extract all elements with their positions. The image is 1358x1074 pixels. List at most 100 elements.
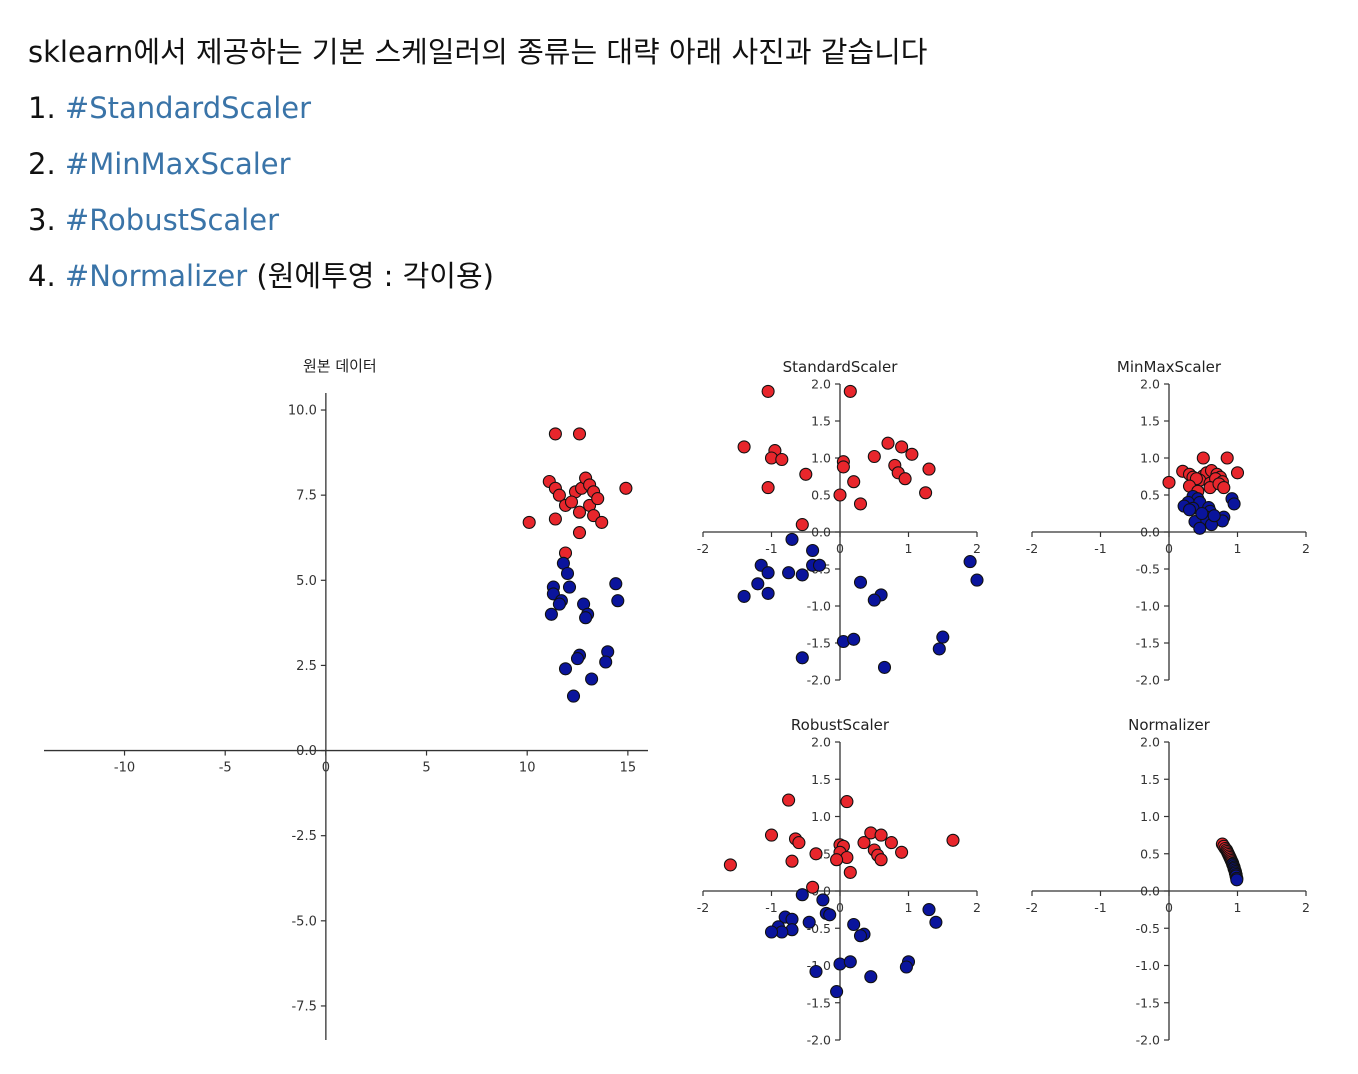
data-point-class-b bbox=[1230, 873, 1244, 887]
data-point-class-b bbox=[751, 577, 765, 591]
y-tick-label: 0.5 bbox=[1140, 846, 1160, 861]
data-point-class-a bbox=[884, 836, 898, 850]
panel-title: 원본 데이터 bbox=[303, 357, 377, 375]
y-tick-label: -1.0 bbox=[1136, 599, 1160, 614]
y-tick-label: -0.5 bbox=[1136, 921, 1160, 936]
data-point-class-b bbox=[609, 577, 623, 591]
data-point-class-a bbox=[895, 440, 909, 454]
y-tick-label: 1.0 bbox=[1140, 451, 1160, 466]
y-tick-label: 1.0 bbox=[1140, 809, 1160, 824]
list-note: (원에투영 : 각이용) bbox=[247, 259, 494, 293]
data-point-class-a bbox=[591, 492, 605, 506]
x-tick-label: 2 bbox=[1302, 541, 1310, 556]
data-point-class-b bbox=[1182, 503, 1197, 517]
y-tick-label: 1.5 bbox=[1140, 414, 1160, 429]
data-point-class-a bbox=[799, 467, 813, 481]
list-item-standard-scaler: 1. #StandardScaler bbox=[28, 80, 1328, 136]
data-point-class-b bbox=[853, 929, 868, 943]
x-tick-label: 10 bbox=[519, 761, 536, 776]
panel-title: Normalizer bbox=[1128, 716, 1211, 734]
data-point-class-a bbox=[548, 512, 562, 526]
y-tick-label: 0.0 bbox=[296, 744, 317, 759]
x-tick-label: 0 bbox=[1165, 541, 1173, 556]
data-point-class-a bbox=[895, 845, 909, 859]
data-point-class-a bbox=[809, 847, 823, 861]
list-item-minmax-scaler: 2. #MinMaxScaler bbox=[28, 136, 1328, 192]
data-point-class-b bbox=[560, 566, 575, 581]
x-tick-label: 0 bbox=[1165, 900, 1173, 915]
y-tick-label: -2.0 bbox=[1136, 1033, 1160, 1048]
data-point-class-b bbox=[558, 662, 573, 676]
intro-text: sklearn에서 제공하는 기본 스케일러의 종류는 대략 아래 사진과 같습… bbox=[28, 35, 928, 69]
panel-title: RobustScaler bbox=[791, 716, 890, 734]
data-point-class-b bbox=[847, 917, 861, 932]
data-point-class-a bbox=[782, 793, 796, 807]
data-point-class-b bbox=[806, 543, 820, 558]
data-point-class-a bbox=[572, 427, 587, 441]
y-tick-label: 1.0 bbox=[811, 451, 831, 466]
y-tick-label: -1.5 bbox=[807, 995, 831, 1010]
y-tick-label: 2.0 bbox=[811, 735, 831, 750]
data-point-class-a bbox=[833, 488, 847, 502]
data-point-class-b bbox=[823, 908, 837, 922]
data-point-class-b bbox=[570, 652, 585, 666]
data-point-class-a bbox=[843, 865, 857, 879]
panel-title: MinMaxScaler bbox=[1117, 358, 1222, 376]
tag-link-normalizer[interactable]: #Normalizer bbox=[64, 259, 248, 293]
data-point-class-a bbox=[1230, 466, 1245, 480]
x-tick-label: -1 bbox=[1094, 541, 1106, 556]
data-point-class-a bbox=[836, 460, 850, 474]
y-tick-label: -1.0 bbox=[807, 599, 831, 614]
x-tick-label: 1 bbox=[905, 541, 913, 556]
x-tick-label: 1 bbox=[905, 900, 913, 915]
tag-link-robust-scaler[interactable]: #RobustScaler bbox=[64, 203, 279, 237]
x-tick-label: -2 bbox=[1026, 541, 1038, 556]
y-tick-label: 2.5 bbox=[296, 659, 317, 674]
data-point-class-a bbox=[795, 518, 809, 532]
data-point-class-a bbox=[595, 515, 609, 529]
data-point-class-b bbox=[932, 642, 946, 656]
data-point-class-b bbox=[782, 566, 796, 580]
panel-normalizer: Normalizer -2 -1 0 1 2 2.0 1.5 1.0 0.5 0.0 -0.5 -1.0… bbox=[1026, 716, 1310, 1048]
x-tick-label: -2 bbox=[697, 900, 709, 915]
data-point-class-b bbox=[562, 580, 577, 594]
data-point-class-a bbox=[905, 447, 919, 461]
x-tick-label: -5 bbox=[219, 761, 232, 776]
y-tick-label: 5.0 bbox=[296, 574, 317, 589]
tag-link-standard-scaler[interactable]: #StandardScaler bbox=[64, 91, 312, 125]
y-tick-label: 1.5 bbox=[811, 772, 831, 787]
data-point-class-b bbox=[764, 925, 779, 939]
x-tick-label: -1 bbox=[765, 541, 777, 556]
x-tick-label: -1 bbox=[765, 900, 777, 915]
data-point-class-a bbox=[843, 384, 857, 398]
y-tick-label: 0.0 bbox=[811, 525, 831, 540]
data-point-class-b bbox=[809, 964, 823, 979]
data-point-class-a bbox=[898, 472, 912, 486]
data-point-class-b bbox=[864, 970, 878, 984]
panel-title: StandardScaler bbox=[783, 358, 899, 376]
data-point-class-a bbox=[806, 880, 820, 894]
y-tick-label: -5.0 bbox=[291, 914, 316, 929]
scaler-comparison-figure: 원본 데이터-10 -5 0 5 10 1510.07.55.02.50.0-2.5-5.… bbox=[44, 357, 1310, 1048]
panel-minmax-scaler: MinMaxScaler -2 -1 0 1 2 2.0 1.5 1.0 0.5 0.0 -0.5 -1… bbox=[1026, 358, 1310, 688]
data-point-class-b bbox=[1195, 506, 1209, 521]
y-tick-label: 2.0 bbox=[1140, 377, 1160, 392]
data-point-class-b bbox=[585, 672, 599, 686]
data-point-class-b bbox=[544, 607, 558, 621]
y-tick-label: 0.5 bbox=[1140, 488, 1160, 503]
data-point-class-a bbox=[847, 475, 861, 489]
data-point-class-b bbox=[795, 651, 809, 665]
y-tick-label: -2.0 bbox=[807, 673, 831, 688]
data-point-class-a bbox=[764, 828, 779, 842]
data-point-class-b bbox=[847, 632, 861, 646]
tag-link-minmax-scaler[interactable]: #MinMaxScaler bbox=[64, 147, 291, 181]
data-point-class-b bbox=[970, 573, 984, 587]
list-number: 1. bbox=[28, 91, 65, 125]
data-point-class-b bbox=[1227, 497, 1241, 511]
data-point-class-a bbox=[522, 515, 536, 529]
y-tick-label: -0.5 bbox=[1136, 562, 1160, 577]
data-point-class-b bbox=[853, 575, 868, 589]
data-point-class-b bbox=[963, 555, 977, 569]
data-point-class-b bbox=[843, 955, 857, 969]
x-tick-label: -2 bbox=[697, 541, 709, 556]
